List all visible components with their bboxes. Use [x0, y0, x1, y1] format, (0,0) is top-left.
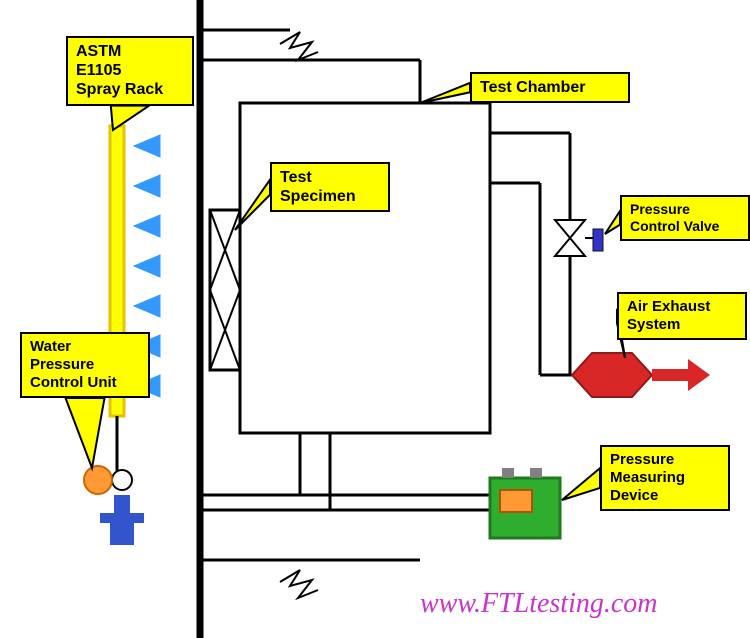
label-air-exhaust: Air Exhaust System	[617, 292, 747, 340]
label-water-pressure: Water Pressure Control Unit	[20, 332, 150, 398]
label-pressure-control-valve: Pressure Control Valve	[620, 195, 750, 241]
label-spray-rack: ASTM E1105 Spray Rack	[66, 36, 194, 106]
watermark: www.FTLtesting.com	[420, 588, 658, 620]
label-pressure-measuring: Pressure Measuring Device	[600, 445, 730, 511]
label-test-specimen: Test Specimen	[270, 162, 390, 212]
label-test-chamber: Test Chamber	[470, 72, 630, 103]
diagram-stage: ASTM E1105 Spray Rack Test Chamber Test …	[0, 0, 750, 638]
